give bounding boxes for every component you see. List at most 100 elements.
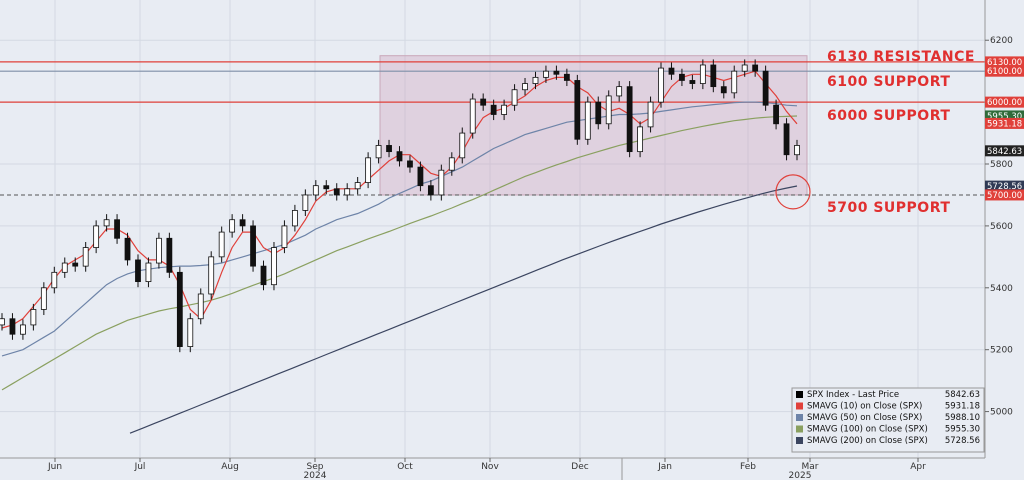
price-candle <box>574 80 581 140</box>
legend-value: 5931.18 <box>945 402 980 412</box>
x-tick-label: Mar <box>802 462 819 472</box>
price-candle <box>647 101 654 128</box>
price-candle <box>469 98 476 134</box>
price-candle <box>176 271 183 347</box>
y-tick-label: 5600 <box>990 222 1013 232</box>
price-candle <box>218 231 225 258</box>
price-candle <box>480 98 487 106</box>
value-tag-label: 5842.63 <box>987 147 1022 157</box>
value-tag <box>985 189 1024 201</box>
value-tag <box>985 110 1024 122</box>
legend-swatch <box>796 437 803 444</box>
x-tick-label: Jul <box>134 462 146 472</box>
legend-label: SPX Index - Last Price <box>807 390 899 400</box>
price-candle <box>271 247 277 286</box>
price-candle <box>522 83 528 91</box>
price-candle <box>553 70 560 75</box>
price-candle <box>584 101 591 140</box>
price-candle <box>302 194 309 211</box>
level-annotation: 6130 RESISTANCE <box>827 49 975 65</box>
price-candle <box>563 73 570 81</box>
price-candle <box>699 64 706 84</box>
price-candle <box>689 80 696 84</box>
price-candle <box>679 73 685 81</box>
price-candle <box>9 318 16 335</box>
legend-label: SMAVG (200) on Close (SPX) <box>807 436 928 446</box>
price-candle <box>501 104 508 115</box>
y-tick-label: 5800 <box>990 160 1013 170</box>
price-candle <box>731 70 738 94</box>
price-candle <box>490 104 497 115</box>
x-tick-label: Sep <box>307 462 324 472</box>
price-candle <box>720 86 727 94</box>
legend-swatch <box>796 402 803 410</box>
value-tag-label: 5931.18 <box>987 119 1022 129</box>
price-candle <box>93 225 100 248</box>
value-tag <box>985 65 1024 77</box>
value-tag <box>985 117 1024 129</box>
price-candle <box>626 86 633 153</box>
price-candle <box>773 104 779 125</box>
price-candle <box>605 95 612 125</box>
price-candle <box>794 145 800 156</box>
highlight-circle <box>775 174 811 210</box>
price-candle <box>208 256 215 295</box>
x-tick-label: Aug <box>221 462 239 472</box>
sma50-line <box>1 101 798 357</box>
price-candle <box>323 185 330 190</box>
value-tag-label: 5955.30 <box>987 112 1022 122</box>
sma200-line <box>129 185 798 434</box>
price-candle <box>197 293 204 320</box>
x-tick-label: Apr <box>910 462 926 472</box>
value-tag <box>985 96 1024 108</box>
price-candle <box>710 64 717 88</box>
price-candle <box>166 237 173 273</box>
price-candle <box>532 76 539 84</box>
price-candle <box>407 160 413 168</box>
price-candle <box>103 219 110 227</box>
value-tag-label: 5700.00 <box>987 191 1022 201</box>
price-candle <box>114 219 120 239</box>
price-candle <box>668 67 675 75</box>
price-candle <box>375 145 382 159</box>
price-candle <box>40 287 47 310</box>
x-tick-label: Dec <box>571 462 588 472</box>
price-candle <box>427 185 434 196</box>
level-annotation: 6100 SUPPORT <box>827 74 950 90</box>
legend-label: SMAVG (100) on Close (SPX) <box>807 425 928 435</box>
x-tick-label: Jun <box>47 462 62 472</box>
price-candle <box>250 225 256 267</box>
value-tag <box>985 56 1024 68</box>
price-candle <box>0 318 5 326</box>
level-annotation: 6000 SUPPORT <box>827 108 950 124</box>
x-tick-label: Jan <box>657 462 672 472</box>
y-tick-label: 5000 <box>990 408 1013 418</box>
price-candle <box>312 185 319 196</box>
year-label: 2024 <box>304 471 327 480</box>
price-candle <box>658 67 664 103</box>
value-tag-label: 6130.00 <box>987 58 1022 68</box>
price-candle <box>135 259 141 283</box>
price-candle <box>459 132 466 159</box>
legend-value: 5728.56 <box>945 436 980 446</box>
value-tag-label: 5728.56 <box>987 182 1022 192</box>
value-tag <box>985 145 1024 157</box>
value-tag-label: 6000.00 <box>987 98 1022 108</box>
price-candle <box>344 188 351 196</box>
price-candle <box>448 157 455 171</box>
y-tick-label: 5400 <box>990 284 1013 294</box>
price-candle <box>124 237 131 261</box>
x-tick-label: Oct <box>397 462 413 472</box>
price-candle <box>762 70 769 106</box>
price-candle <box>20 324 26 335</box>
price-candle <box>511 89 518 106</box>
year-label: 2025 <box>789 471 812 480</box>
legend-value: 5842.63 <box>945 390 980 400</box>
price-candle <box>595 101 602 125</box>
value-tag-label: 6100.00 <box>987 67 1022 77</box>
y-tick-label: 5200 <box>990 346 1013 356</box>
price-candle <box>260 265 267 286</box>
legend-label: SMAVG (10) on Close (SPX) <box>807 402 922 412</box>
